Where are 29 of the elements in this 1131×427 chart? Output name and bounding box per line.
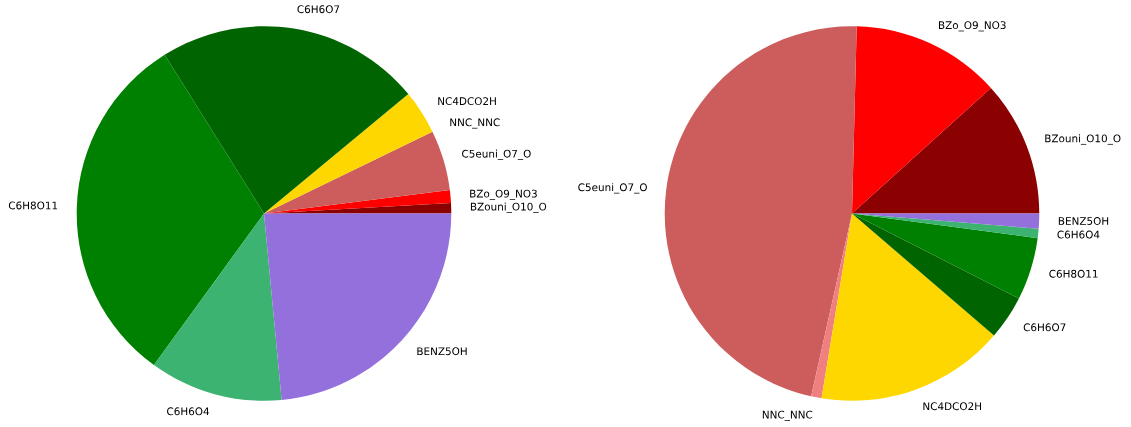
slice-label: C6H6O7 bbox=[1023, 323, 1066, 332]
slice-label: NNC_NNC bbox=[762, 410, 813, 421]
slice-label: C6H6O4 bbox=[167, 407, 210, 416]
pie-slice bbox=[264, 131, 450, 214]
pie-slice bbox=[852, 213, 1019, 336]
pie-slice bbox=[76, 54, 264, 366]
slice-label: BZouni_O10_O bbox=[1045, 134, 1121, 145]
slice-label: BENZ5OH bbox=[1058, 217, 1109, 225]
slice-label: C6H8O11 bbox=[8, 201, 58, 210]
slice-label: BENZ5OH bbox=[417, 347, 467, 356]
pie-slice bbox=[852, 87, 1040, 214]
pie-slice bbox=[821, 213, 995, 401]
slice-label: BZo_O9_NO3 bbox=[470, 189, 537, 200]
pie-slice bbox=[264, 94, 433, 214]
slice-label: C6H8O11 bbox=[1049, 269, 1098, 278]
pie-slice bbox=[852, 213, 1040, 229]
category-label: NNC_NNC bbox=[450, 118, 500, 129]
slice-label: BZouni_O10_O bbox=[470, 202, 547, 213]
pie-slice bbox=[664, 26, 857, 397]
pie-slice bbox=[852, 213, 1038, 299]
pie-slice bbox=[153, 213, 282, 401]
slice-label: C5euni_O7_O bbox=[462, 149, 531, 160]
slice-label: C5euni_O7_O bbox=[578, 183, 647, 194]
pie-slice bbox=[164, 26, 409, 214]
slice-label: BZo_O9_NO3 bbox=[938, 21, 1006, 32]
slice-label: NC4DCO2H bbox=[923, 402, 982, 411]
slice-label: NC4DCO2H bbox=[438, 97, 496, 106]
slice-label: C6H6O7 bbox=[297, 5, 340, 14]
slice-label: C6H6O4 bbox=[1057, 230, 1100, 239]
